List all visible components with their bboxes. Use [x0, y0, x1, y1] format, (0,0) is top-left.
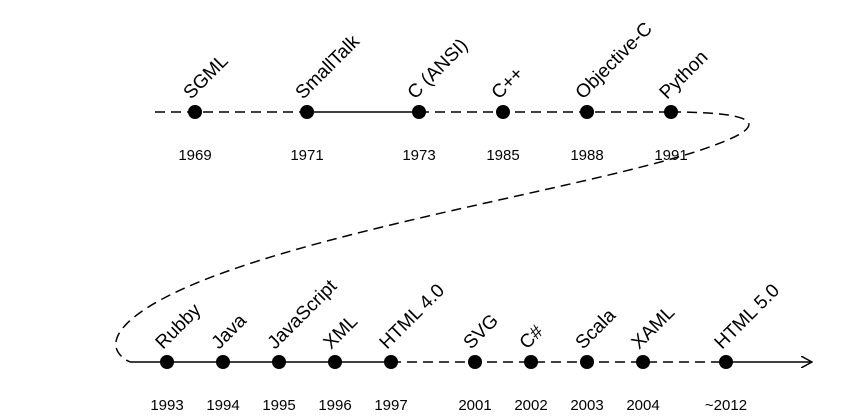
year-label: 1973 [402, 147, 435, 164]
timeline-marker [216, 355, 230, 369]
timeline-marker [160, 355, 174, 369]
year-label: 2004 [626, 397, 659, 414]
language-label: Java [208, 310, 252, 354]
timeline-event: C (ANSI) 1973 [402, 35, 472, 164]
timeline-marker [328, 355, 342, 369]
timeline-marker [580, 355, 594, 369]
timeline-event: Scala 2003 [570, 305, 620, 414]
timeline-event: HTML 5.0 ~2012 [705, 280, 784, 414]
timeline-marker [300, 105, 314, 119]
language-label: C++ [488, 63, 528, 103]
timeline-event: C# 2002 [514, 321, 548, 414]
timeline-marker [272, 355, 286, 369]
timeline-marker [468, 355, 482, 369]
timeline-connector-curve [115, 111, 750, 363]
timeline-event: SmallTalk 1971 [290, 31, 364, 164]
year-label: 1971 [290, 147, 323, 164]
language-label: Scala [572, 305, 621, 354]
timeline-event: Python 1991 [654, 47, 712, 164]
language-label: HTML 4.0 [376, 280, 449, 353]
language-label: SVG [460, 310, 503, 353]
language-label: XML [320, 311, 362, 353]
year-label: 1994 [206, 397, 239, 414]
timeline-event: SGML 1969 [178, 51, 232, 164]
year-label: 1993 [150, 397, 183, 414]
year-label: 1995 [262, 397, 295, 414]
timeline-marker [524, 355, 538, 369]
year-label: 2003 [570, 397, 603, 414]
language-label: XAML [628, 302, 679, 353]
year-label: 1988 [570, 147, 603, 164]
year-label: 1969 [178, 147, 211, 164]
timeline-event: HTML 4.0 1997 [374, 280, 449, 414]
language-label: SGML [180, 51, 233, 104]
year-label: 2002 [514, 397, 547, 414]
timeline-event: C++ 1985 [486, 63, 528, 164]
language-label: HTML 5.0 [711, 280, 784, 353]
timeline-marker [580, 105, 594, 119]
timeline-marker [384, 355, 398, 369]
timeline-marker [636, 355, 650, 369]
timeline-event: Objective-C 1988 [570, 19, 656, 164]
year-label: 1997 [374, 397, 407, 414]
year-label: ~2012 [705, 397, 747, 414]
language-label: Rubby [152, 299, 206, 353]
year-label: 1985 [486, 147, 519, 164]
timeline-event: XAML 2004 [626, 302, 679, 414]
timeline-marker [412, 105, 426, 119]
language-label: C# [516, 321, 548, 353]
timeline-event: Rubby 1993 [150, 299, 205, 414]
timeline-marker [719, 355, 733, 369]
language-label: Python [656, 47, 713, 104]
language-label: C (ANSI) [404, 35, 473, 104]
year-label: 1991 [654, 147, 687, 164]
year-label: 2001 [458, 397, 491, 414]
year-label: 1996 [318, 397, 351, 414]
timeline-marker [188, 105, 202, 119]
language-label: SmallTalk [292, 31, 365, 104]
language-label: Objective-C [572, 19, 657, 104]
timeline-events: SGML 1969 SmallTalk 1971 C (ANSI) 1973 C++ 1985… [150, 19, 784, 414]
timeline-marker [664, 105, 678, 119]
timeline-marker [496, 105, 510, 119]
